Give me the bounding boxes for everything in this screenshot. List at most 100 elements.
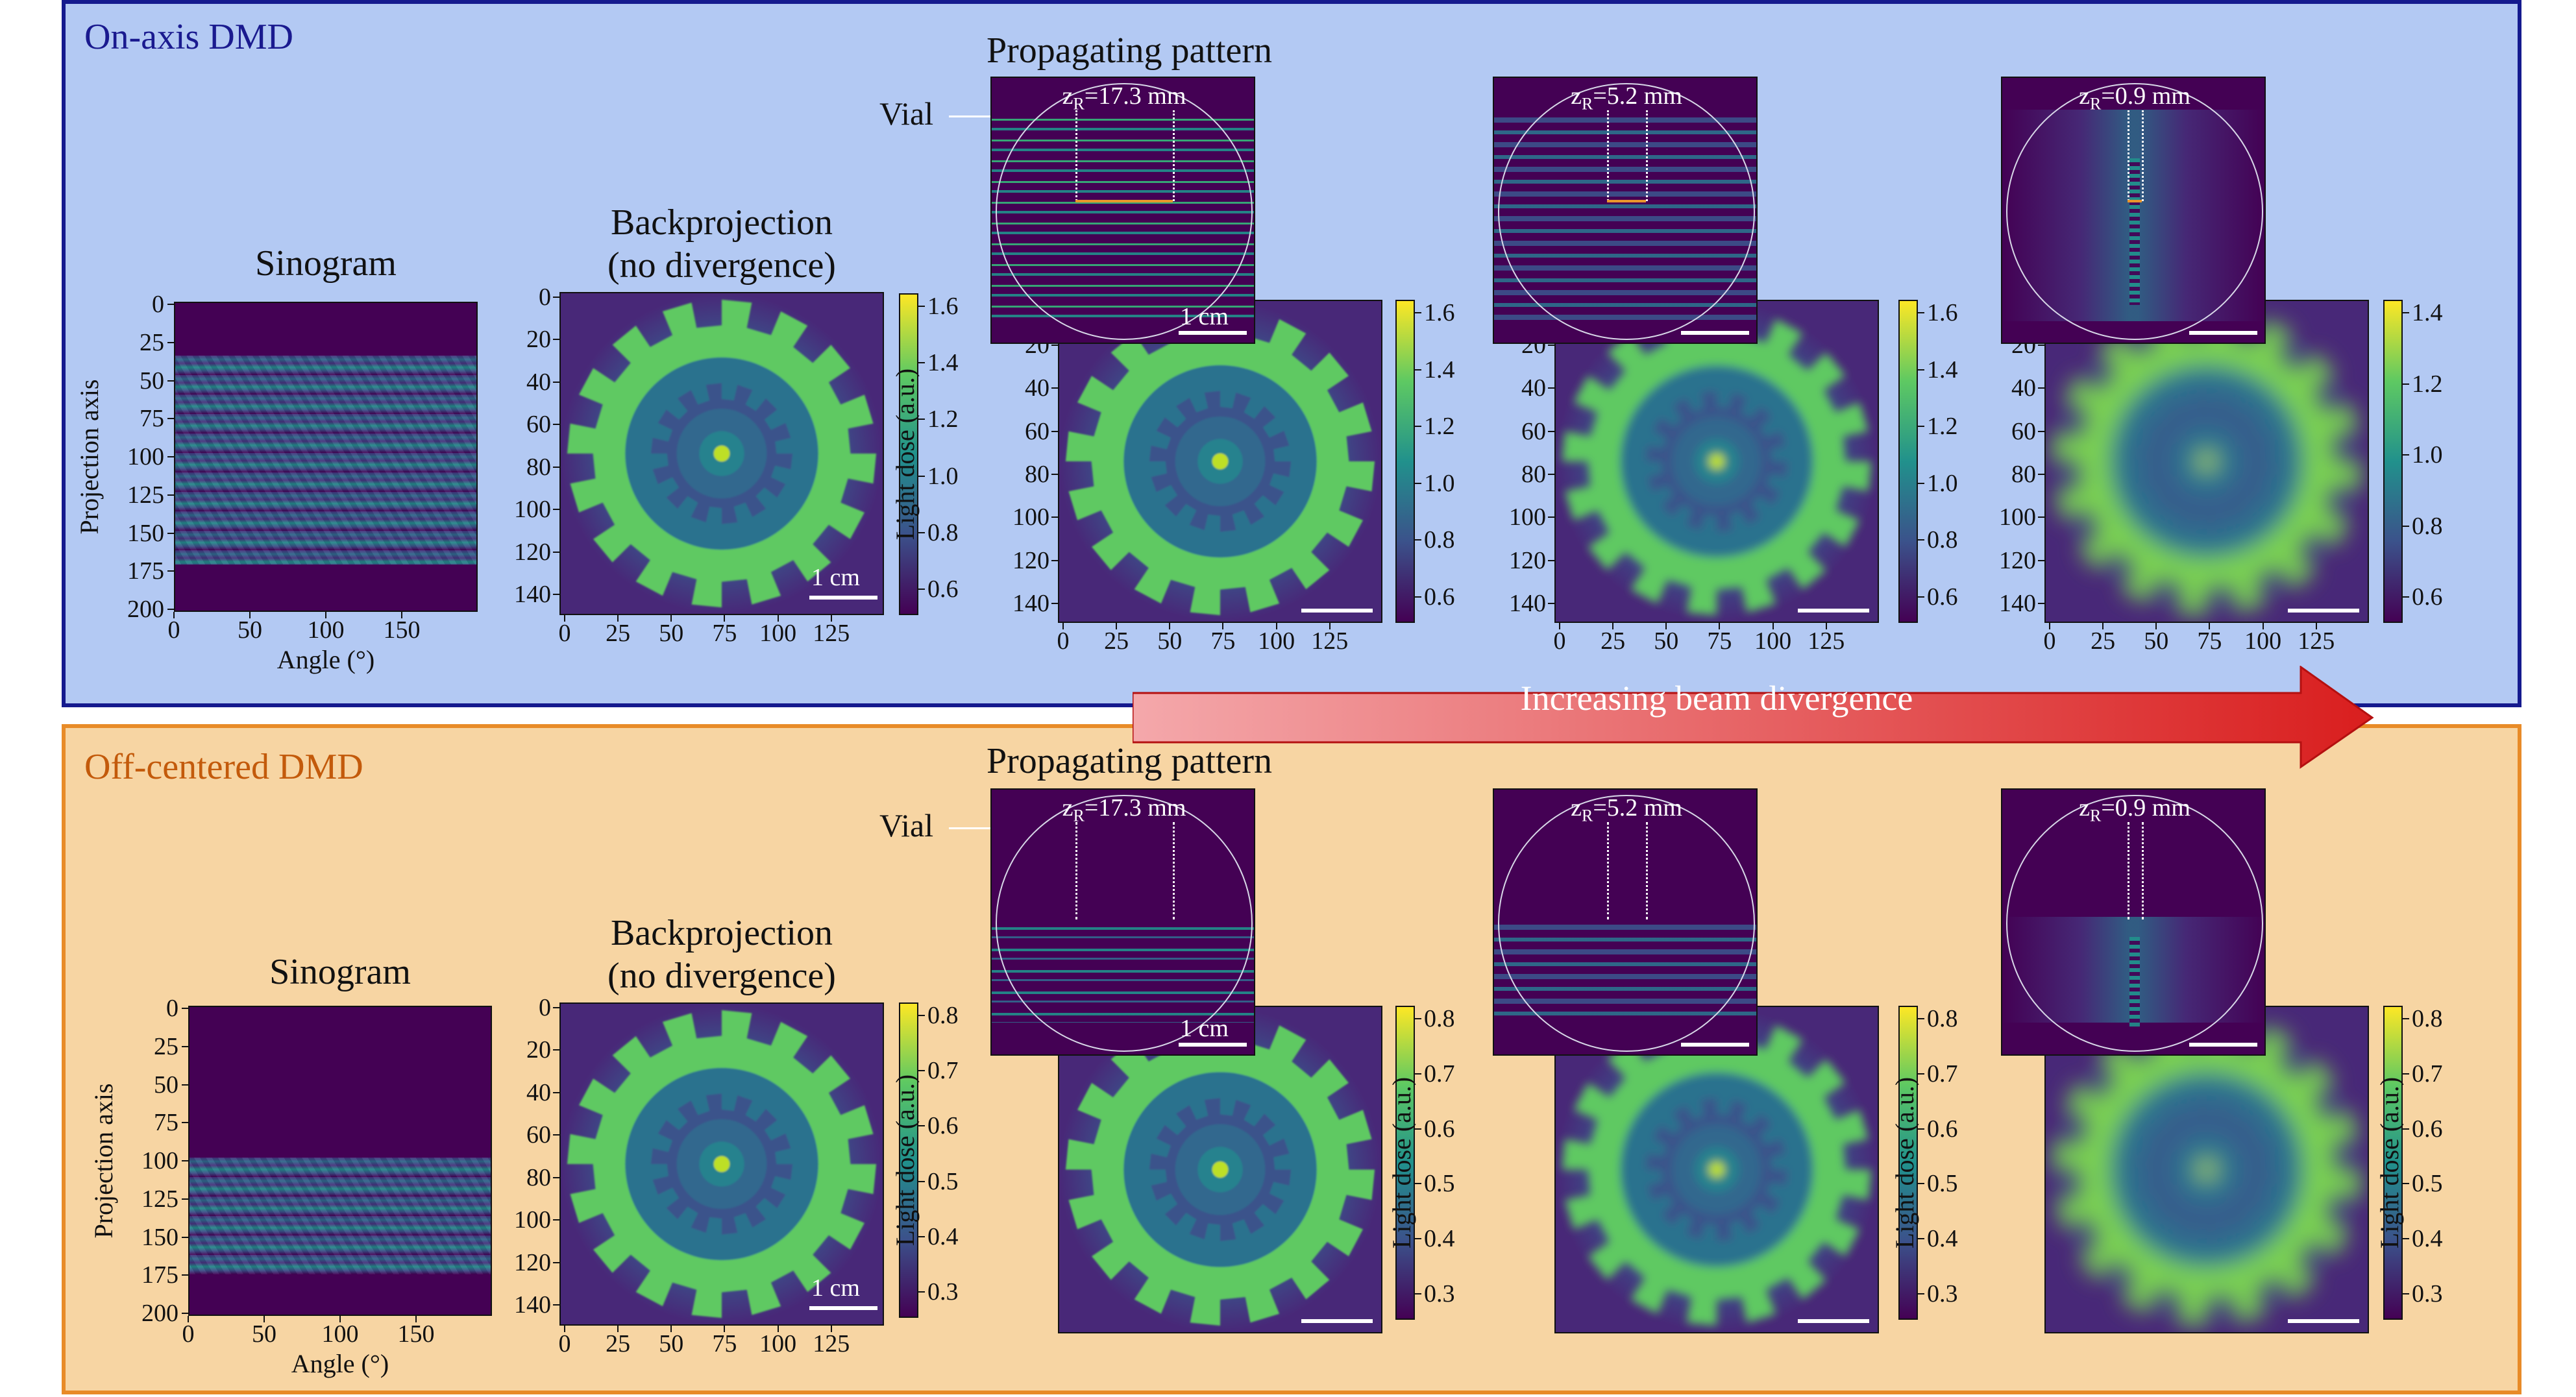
- vial-boundary-line: [2142, 110, 2144, 201]
- backprojection-ytick-mark: [553, 424, 559, 426]
- colorbar-tick: 1.4: [927, 349, 959, 377]
- dose-map-ytick-mark: [2038, 430, 2044, 432]
- sinogram-ytick: 150: [141, 1223, 178, 1251]
- sinogram-ytick: 50: [140, 367, 164, 395]
- colorbar-tick-mark: [918, 589, 925, 590]
- sinogram-ytick-mark: [182, 1122, 188, 1124]
- backprojection-ytick-mark: [553, 551, 559, 553]
- backprojection-xtick: 0: [558, 620, 571, 647]
- dose-map-ytick-mark: [1051, 387, 1058, 389]
- sinogram-ytick-mark: [182, 1045, 188, 1047]
- backprojection-xtick: 125: [813, 1330, 850, 1357]
- colorbar-tick: 0.8: [927, 518, 959, 546]
- colorbar-tick-mark: [918, 419, 925, 420]
- colorbar-tick: 1.4: [1927, 356, 1958, 383]
- zr-symbol: z: [1571, 82, 1582, 110]
- dose-map-ytick: 120: [1012, 546, 1049, 574]
- colorbar-tick-mark: [2403, 596, 2409, 598]
- vial-outline: [2006, 83, 2263, 340]
- dose-map-ytick-mark: [1051, 603, 1058, 605]
- colorbar-tick: 1.6: [927, 293, 959, 320]
- sinogram-ytick-mark: [167, 494, 174, 496]
- propagating-title: Propagating pattern: [986, 741, 1273, 781]
- arrow-label: Increasing beam divergence: [1520, 679, 1913, 718]
- colorbar-tick-mark: [918, 362, 925, 364]
- sinogram-band: [190, 1158, 491, 1275]
- colorbar-tick-mark: [1415, 1128, 1421, 1130]
- zr-value: =17.3 mm: [1084, 82, 1186, 110]
- scale-bar: [1301, 609, 1373, 613]
- backprojection-xtick-mark: [564, 1326, 565, 1332]
- colorbar-tick-mark: [1415, 1293, 1421, 1294]
- colorbar-tick-mark: [2403, 454, 2409, 456]
- scale-bar: [2189, 1043, 2257, 1047]
- rayleigh-range-label: zR=5.2 mm: [1494, 794, 1756, 829]
- dose-map-xtick: 100: [1258, 627, 1295, 655]
- dose-map-xtick-mark: [2049, 623, 2050, 629]
- colorbar-label: Light dose (a.u.): [890, 368, 920, 541]
- vial-boundary-line: [1075, 110, 1077, 201]
- dose-map-xtick: 100: [1754, 627, 1792, 655]
- dose-map-ytick-mark: [1051, 474, 1058, 476]
- scale-bar-label: 1 cm: [1180, 303, 1229, 330]
- dose-map-ytick-mark: [2038, 559, 2044, 561]
- colorbar-tick: 0.3: [1424, 1280, 1455, 1307]
- colorbar-tick: 0.3: [2412, 1280, 2443, 1307]
- backprojection-xtick-mark: [724, 615, 726, 622]
- sinogram-ytick: 75: [154, 1109, 178, 1137]
- colorbar-tick: 0.3: [1927, 1280, 1958, 1307]
- backprojection-title: Backprojection: [610, 913, 833, 953]
- colorbar: [1898, 300, 1918, 623]
- dose-map-xtick: 75: [1707, 627, 1732, 655]
- colorbar: [1898, 1006, 1918, 1320]
- dose-map-xtick-mark: [2262, 623, 2264, 629]
- colorbar-tick-mark: [918, 1180, 925, 1182]
- dose-map-xtick-mark: [1612, 623, 1614, 629]
- colorbar-label: Light dose (a.u.): [2375, 1076, 2404, 1249]
- colorbar-tick-mark: [1415, 596, 1421, 598]
- sinogram-xtick-mark: [325, 612, 326, 618]
- dose-map-xtick: 0: [2043, 627, 2056, 655]
- backprojection-ytick-mark: [553, 381, 559, 383]
- colorbar-tick-mark: [1415, 1018, 1421, 1019]
- dose-map-ytick-mark: [1548, 345, 1554, 346]
- sinogram-ylabel: Projection axis: [89, 1083, 118, 1239]
- dose-map-3: [2044, 300, 2369, 623]
- backprojection-ytick: 40: [526, 1078, 551, 1106]
- zr-symbol: z: [1062, 794, 1073, 821]
- sinogram-xtick-mark: [415, 1316, 417, 1322]
- zr-subscript: R: [2089, 806, 2102, 825]
- sinogram-ytick-mark: [182, 1236, 188, 1238]
- zr-symbol: z: [1571, 794, 1582, 821]
- colorbar-tick-mark: [1918, 1128, 1924, 1130]
- backprojection-ytick-mark: [553, 466, 559, 468]
- sinogram-xtick-mark: [264, 1316, 265, 1322]
- colorbar-tick-mark: [1918, 1073, 1924, 1075]
- backprojection-ytick: 60: [526, 411, 551, 439]
- dose-map-xtick: 25: [1601, 627, 1626, 655]
- colorbar-tick-mark: [918, 475, 925, 477]
- vial-boundary-line: [1646, 822, 1648, 919]
- colorbar-tick: 0.8: [927, 1002, 959, 1029]
- colorbar-tick: 0.8: [1424, 1005, 1455, 1032]
- colorbar-tick-mark: [1918, 596, 1924, 598]
- sinogram-ylabel: Projection axis: [75, 379, 104, 535]
- dose-map-ytick: 60: [1025, 417, 1049, 445]
- dose-map-xtick: 50: [1654, 627, 1679, 655]
- colorbar-tick: 0.5: [1927, 1170, 1958, 1198]
- vial-boundary-line: [1173, 110, 1175, 201]
- colorbar-tick-mark: [1918, 426, 1924, 428]
- vial-boundary-line: [2142, 822, 2144, 919]
- backprojection-xtick-mark: [564, 615, 565, 622]
- dose-map-ytick-mark: [2038, 603, 2044, 605]
- vial-boundary-line: [2128, 822, 2129, 919]
- propagating-pattern-1: zR=17.3 mm 1 cm: [990, 788, 1255, 1056]
- dose-map-ytick: 60: [2011, 417, 2036, 445]
- dose-map-ytick: 120: [1999, 546, 2036, 574]
- dose-map-xtick-mark: [2315, 623, 2317, 629]
- colorbar-tick: 0.4: [927, 1222, 959, 1250]
- colorbar-tick: 0.5: [2412, 1170, 2443, 1198]
- panel-title: Off-centered DMD: [84, 747, 363, 787]
- sinogram-xtick: 150: [383, 616, 421, 644]
- colorbar-tick-mark: [1918, 539, 1924, 541]
